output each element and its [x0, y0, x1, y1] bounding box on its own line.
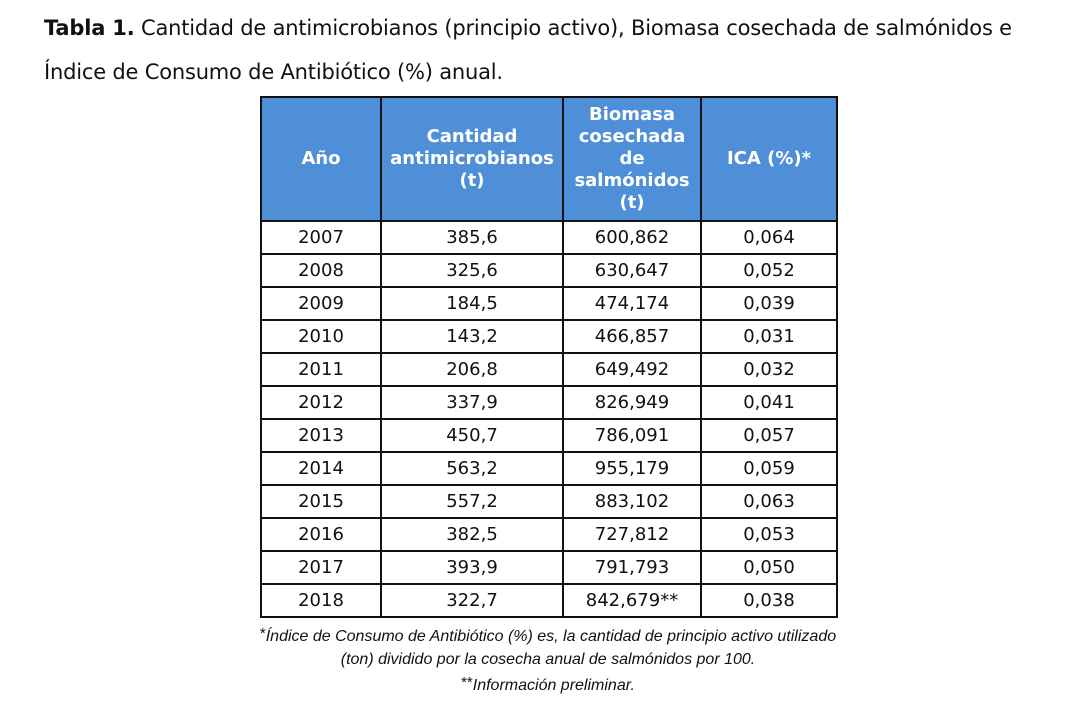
cell-year: 2010 [260, 319, 382, 354]
footnote-marker-2: ** [461, 674, 473, 691]
footnote-ica-line1: Índice de Consumo de Antibiótico (%) es,… [265, 628, 837, 645]
table-body: 2007 385,6 600,862 0,064 2008 325,6 630,647 0,0… [260, 220, 838, 618]
footnotes: *Índice de Consumo de Antibiótico (%) es… [0, 622, 1080, 697]
table-row: 2008 325,6 630,647 0,052 [260, 253, 838, 288]
cell-ica: 0,052 [700, 253, 838, 288]
cell-ica: 0,059 [700, 451, 838, 486]
table-row: 2015 557,2 883,102 0,063 [260, 484, 838, 519]
cell-antimicrobials: 385,6 [380, 220, 564, 255]
cell-antimicrobials: 393,9 [380, 550, 564, 585]
table-row: 2007 385,6 600,862 0,064 [260, 220, 838, 255]
header-biomass: Biomasa cosechada de salmónidos (t) [562, 96, 702, 222]
table-row: 2012 337,9 826,949 0,041 [260, 385, 838, 420]
cell-antimicrobials: 143,2 [380, 319, 564, 354]
cell-ica: 0,039 [700, 286, 838, 321]
cell-antimicrobials: 206,8 [380, 352, 564, 387]
cell-biomass: 600,862 [562, 220, 702, 255]
cell-antimicrobials: 322,7 [380, 583, 564, 618]
cell-year: 2016 [260, 517, 382, 552]
cell-biomass: 727,812 [562, 517, 702, 552]
cell-ica: 0,063 [700, 484, 838, 519]
cell-antimicrobials: 450,7 [380, 418, 564, 453]
cell-biomass: 474,174 [562, 286, 702, 321]
cell-antimicrobials: 184,5 [380, 286, 564, 321]
table-row: 2018 322,7 842,679** 0,038 [260, 583, 838, 618]
data-table: Año Cantidad antimicrobianos (t) Biomasa… [260, 96, 838, 618]
cell-antimicrobials: 325,6 [380, 253, 564, 288]
cell-biomass: 630,647 [562, 253, 702, 288]
footnote-ica: *Índice de Consumo de Antibiótico (%) es… [0, 622, 1080, 648]
header-row: Año Cantidad antimicrobianos (t) Biomasa… [260, 96, 838, 222]
cell-biomass: 826,949 [562, 385, 702, 420]
header-ica: ICA (%)* [700, 96, 838, 222]
cell-ica: 0,031 [700, 319, 838, 354]
cell-antimicrobials: 382,5 [380, 517, 564, 552]
cell-year: 2014 [260, 451, 382, 486]
footnote-marker-1: * [259, 625, 266, 642]
table-row: 2013 450,7 786,091 0,057 [260, 418, 838, 453]
header-antimicrobials: Cantidad antimicrobianos (t) [380, 96, 564, 222]
cell-antimicrobials: 563,2 [380, 451, 564, 486]
cell-year: 2011 [260, 352, 382, 387]
cell-ica: 0,053 [700, 517, 838, 552]
cell-biomass: 955,179 [562, 451, 702, 486]
header-year: Año [260, 96, 382, 222]
footnote-ica-line2: (ton) dividido por la cosecha anual de s… [340, 651, 756, 668]
cell-biomass: 883,102 [562, 484, 702, 519]
cell-year: 2012 [260, 385, 382, 420]
cell-year: 2008 [260, 253, 382, 288]
caption-label: Tabla 1. [44, 16, 135, 40]
cell-ica: 0,041 [700, 385, 838, 420]
cell-ica: 0,057 [700, 418, 838, 453]
cell-year: 2017 [260, 550, 382, 585]
cell-biomass: 842,679** [562, 583, 702, 618]
cell-antimicrobials: 337,9 [380, 385, 564, 420]
cell-biomass: 466,857 [562, 319, 702, 354]
cell-biomass: 786,091 [562, 418, 702, 453]
footnote-preliminary: **Información preliminar. [0, 671, 1080, 697]
footnote-preliminary-text: Información preliminar. [472, 677, 635, 694]
cell-biomass: 649,492 [562, 352, 702, 387]
cell-year: 2007 [260, 220, 382, 255]
table-row: 2014 563,2 955,179 0,059 [260, 451, 838, 486]
cell-ica: 0,032 [700, 352, 838, 387]
cell-year: 2013 [260, 418, 382, 453]
table-row: 2016 382,5 727,812 0,053 [260, 517, 838, 552]
cell-year: 2009 [260, 286, 382, 321]
cell-year: 2018 [260, 583, 382, 618]
cell-biomass: 791,793 [562, 550, 702, 585]
cell-ica: 0,064 [700, 220, 838, 255]
table-row: 2011 206,8 649,492 0,032 [260, 352, 838, 387]
cell-antimicrobials: 557,2 [380, 484, 564, 519]
table-row: 2009 184,5 474,174 0,039 [260, 286, 838, 321]
table-caption: Tabla 1. Cantidad de antimicrobianos (pr… [44, 6, 1064, 94]
cell-ica: 0,050 [700, 550, 838, 585]
caption-text: Cantidad de antimicrobianos (principio a… [44, 16, 1012, 84]
table-row: 2017 393,9 791,793 0,050 [260, 550, 838, 585]
cell-ica: 0,038 [700, 583, 838, 618]
table-row: 2010 143,2 466,857 0,031 [260, 319, 838, 354]
cell-year: 2015 [260, 484, 382, 519]
